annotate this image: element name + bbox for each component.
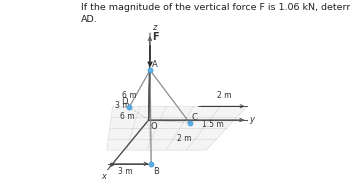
Text: F: F: [152, 32, 159, 42]
Text: x: x: [101, 172, 106, 181]
Text: y: y: [249, 115, 254, 124]
Text: 3 m: 3 m: [114, 101, 129, 110]
Text: 1.5 m: 1.5 m: [202, 120, 224, 129]
Polygon shape: [107, 106, 247, 150]
Text: 6 m: 6 m: [122, 91, 137, 100]
Text: z: z: [152, 23, 156, 32]
Text: D: D: [121, 97, 128, 106]
Text: A: A: [152, 60, 158, 69]
Text: B: B: [153, 167, 159, 176]
Text: 2 m: 2 m: [177, 134, 191, 143]
Text: 6 m: 6 m: [120, 112, 134, 121]
Text: C: C: [191, 113, 197, 122]
Text: O: O: [150, 122, 157, 131]
Text: 3 m: 3 m: [118, 167, 133, 176]
Text: 2 m: 2 m: [217, 91, 231, 100]
Text: If the magnitude of the vertical force F is 1.06 kN, determine the tension in ca: If the magnitude of the vertical force F…: [82, 3, 350, 24]
